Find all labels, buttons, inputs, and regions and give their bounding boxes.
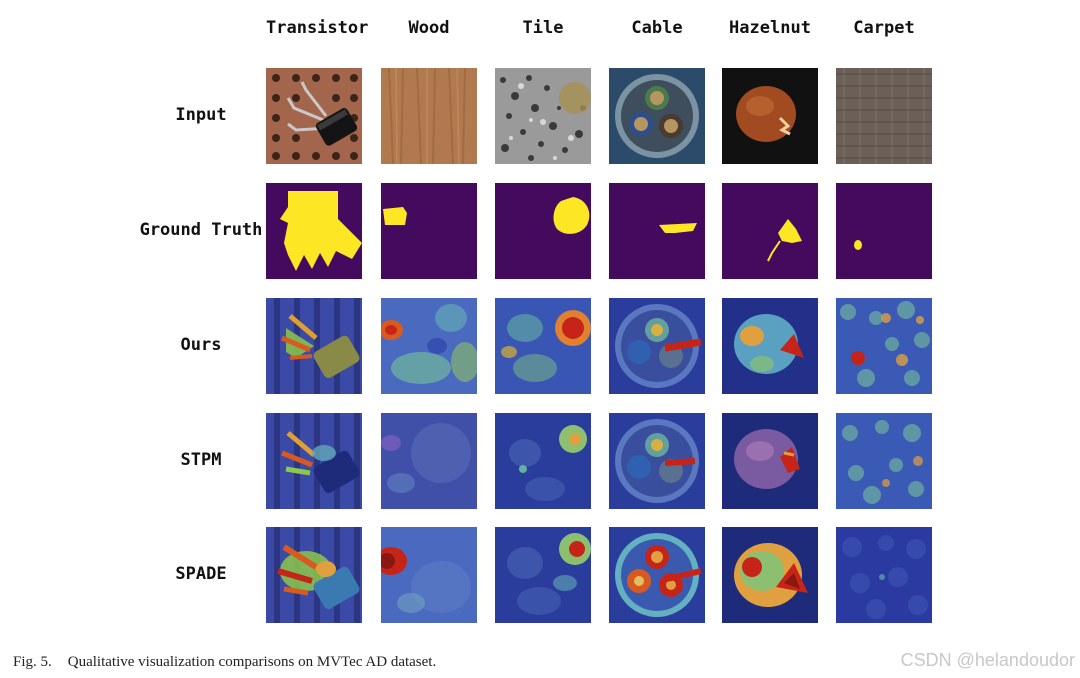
row-label-ours: Ours xyxy=(180,335,222,355)
column-header-wood: Wood xyxy=(408,18,450,38)
stpm-tile-heatmap xyxy=(495,413,591,509)
row-label-input: Input xyxy=(175,105,227,125)
stpm-hazelnut-heatmap xyxy=(722,413,818,509)
ours-wood-heatmap xyxy=(381,298,477,394)
spade-hazelnut-heatmap xyxy=(722,527,818,623)
input-transistor-image xyxy=(266,68,362,164)
row-label-stpm: STPM xyxy=(180,450,222,470)
ground-truth-transistor-mask xyxy=(266,183,362,279)
figure-caption: Fig. 5. Qualitative visualization compari… xyxy=(13,654,436,671)
caption-text: Qualitative visualization comparisons on… xyxy=(67,654,437,670)
ours-cable-heatmap xyxy=(609,298,705,394)
column-header-hazelnut: Hazelnut xyxy=(729,18,811,38)
ours-tile-heatmap xyxy=(495,298,591,394)
input-carpet-image xyxy=(836,68,932,164)
ground-truth-tile-mask xyxy=(495,183,591,279)
input-tile-image xyxy=(495,68,591,164)
input-cable-image xyxy=(609,68,705,164)
ours-transistor-heatmap xyxy=(266,298,362,394)
stpm-carpet-heatmap xyxy=(836,413,932,509)
row-label-ground-truth: Ground Truth xyxy=(139,220,263,240)
ground-truth-cable-mask xyxy=(609,183,705,279)
column-header-cable: Cable xyxy=(631,18,683,38)
figure-number: Fig. 5. xyxy=(13,654,52,670)
ground-truth-hazelnut-mask xyxy=(722,183,818,279)
input-hazelnut-image xyxy=(722,68,818,164)
ours-hazelnut-heatmap xyxy=(722,298,818,394)
spade-cable-heatmap xyxy=(609,527,705,623)
ours-carpet-heatmap xyxy=(836,298,932,394)
figure: Transistor Wood Tile Cable Hazelnut Carp… xyxy=(139,18,932,623)
column-header-carpet: Carpet xyxy=(853,18,915,38)
stpm-wood-heatmap xyxy=(381,413,477,509)
spade-tile-heatmap xyxy=(495,527,591,623)
spade-transistor-heatmap xyxy=(266,527,362,623)
spade-wood-heatmap xyxy=(381,527,477,623)
column-header-tile: Tile xyxy=(522,18,564,38)
stpm-cable-heatmap xyxy=(609,413,705,509)
spade-carpet-heatmap xyxy=(836,527,932,623)
input-wood-image xyxy=(381,68,477,164)
ground-truth-carpet-mask xyxy=(836,183,932,279)
stpm-transistor-heatmap xyxy=(266,413,362,509)
row-label-spade: SPADE xyxy=(175,564,227,584)
watermark: CSDN @helandoudor xyxy=(900,650,1075,670)
ground-truth-wood-mask xyxy=(381,183,477,279)
column-header-transistor: Transistor xyxy=(266,18,369,38)
